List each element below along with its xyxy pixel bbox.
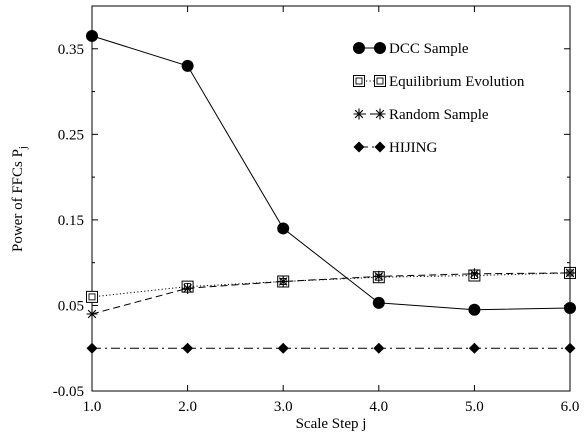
data-point [372, 296, 385, 309]
data-point [468, 268, 480, 280]
series-equilibrium-evolution [86, 266, 576, 303]
data-point [86, 290, 98, 303]
legend-marker [353, 42, 365, 54]
legend-item: Random Sample [353, 107, 489, 123]
data-point [182, 342, 194, 354]
legend-marker [374, 75, 386, 87]
legend-marker [353, 108, 365, 120]
y-axis-label-main: Power of FFCs P [10, 149, 26, 252]
x-tick-label: 6.0 [561, 399, 580, 415]
legend-marker [374, 108, 386, 120]
legend-marker [353, 141, 365, 153]
y-tick-label: 0.05 [58, 298, 84, 314]
data-point [86, 308, 98, 320]
data-point [373, 342, 385, 354]
x-tick-label: 2.0 [178, 399, 197, 415]
legend-item: DCC Sample [353, 41, 469, 57]
data-point [86, 342, 98, 354]
y-tick-label: 0.25 [58, 127, 84, 143]
x-tick-label: 4.0 [369, 399, 388, 415]
axis-ticks: 1.0 2.0 3.0 4.0 5.0 6.0 -0.05 0.05 0.15 0.25 0.35 [53, 6, 580, 415]
legend-label: HIJING [389, 140, 437, 156]
data-point [182, 282, 194, 294]
svg-text:Power of FFCs Pj: Power of FFCs Pj [10, 146, 29, 252]
legend-item: Equilibrium Evolution [353, 74, 525, 90]
data-point [86, 29, 98, 42]
series-line [91, 272, 571, 315]
data-point [277, 342, 289, 354]
y-tick-label: 0.15 [58, 213, 84, 229]
legend-item: HIJING [353, 140, 437, 156]
y-tick-label: -0.05 [53, 384, 84, 400]
data-point [373, 270, 385, 282]
series-random-sample [86, 267, 576, 320]
data-point [564, 342, 576, 354]
y-axis-label: Power of FFCs Pj [10, 146, 29, 252]
data-point [468, 342, 480, 354]
x-tick-label: 5.0 [465, 399, 484, 415]
data-point [564, 267, 576, 279]
plot-frame [91, 5, 571, 392]
series-line [91, 272, 571, 298]
x-tick-label: 3.0 [274, 399, 293, 415]
series-hijing [86, 342, 576, 354]
y-tick-label: 0.35 [58, 42, 84, 58]
data-point [468, 303, 481, 316]
y-axis-label-subscript: j [17, 146, 29, 150]
series-line [91, 35, 571, 311]
legend-marker [353, 75, 365, 87]
legend-label: Equilibrium Evolution [389, 74, 525, 90]
series-dcc-sample [86, 29, 576, 316]
legend-marker [374, 42, 386, 54]
x-tick-label: 1.0 [83, 399, 102, 415]
data-point [181, 59, 194, 72]
legend-label: DCC Sample [389, 41, 469, 57]
data-point [277, 222, 290, 235]
x-axis-label: Scale Step j [296, 416, 367, 432]
legend-label: Random Sample [389, 107, 489, 123]
legend-marker [374, 141, 386, 153]
legend: DCC Sample Equilibrium Evolution Random Sa… [353, 41, 525, 156]
series-layer [86, 29, 576, 354]
data-point [277, 275, 289, 287]
data-point [564, 302, 576, 315]
